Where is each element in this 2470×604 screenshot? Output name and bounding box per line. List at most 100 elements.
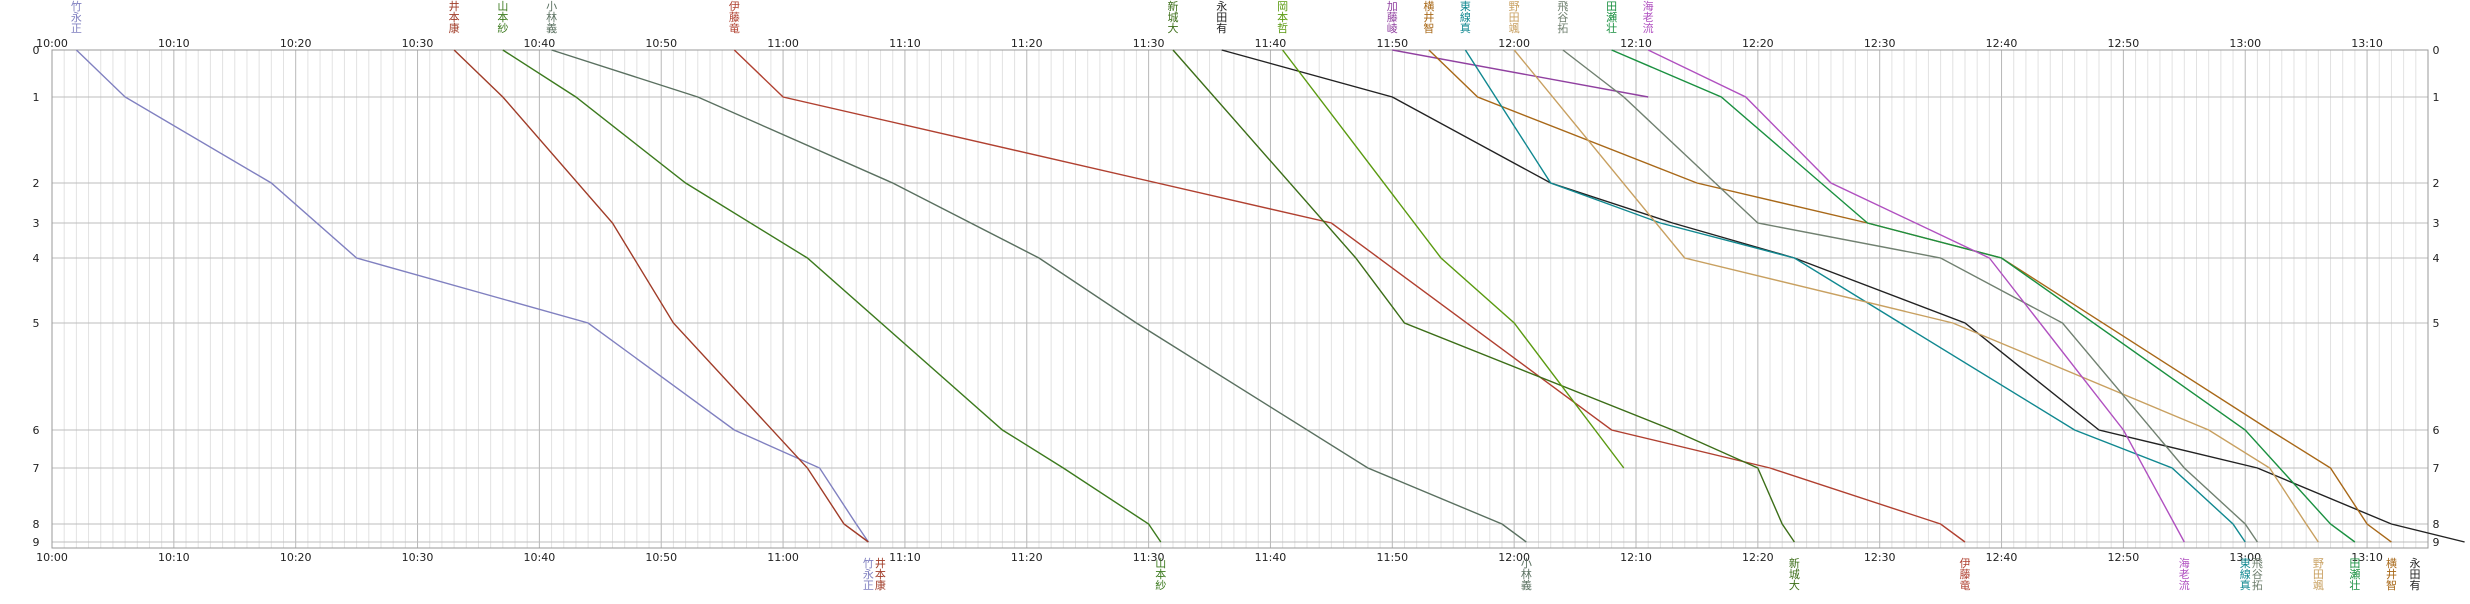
series-line	[1282, 49, 1625, 469]
series-label-bottom-char: 颯	[2313, 579, 2324, 592]
series-label-bottom-char: 田	[2313, 568, 2324, 581]
series-label-bottom-char: 真	[2240, 578, 2251, 592]
axes: 10:00 10:00 10:10 10:10 10:20 10:20 10:30 10:30…	[33, 37, 2440, 564]
series-label-bottom-char: 竜	[1959, 578, 1970, 592]
series-label-bottom-char: 東	[2240, 557, 2251, 570]
series-label-top-char: 真	[1460, 21, 1471, 35]
series-label-top-char: 本	[449, 10, 460, 24]
x-tick-label-bottom: 12:50	[2108, 551, 2140, 564]
series-label-bottom-char: 横	[2386, 556, 2397, 570]
x-tick-label-bottom: 10:10	[158, 551, 190, 564]
x-tick-label-top: 12:50	[2108, 37, 2140, 50]
series-label-top-char: 正	[71, 22, 82, 35]
series-label-bottom-char: 林	[1521, 567, 1532, 581]
series-label-bottom-char: 智	[2386, 578, 2397, 592]
y-tick-label-left: 2	[33, 177, 40, 190]
series-label-top-char: 瀬	[1606, 10, 1617, 24]
series-label-bottom: 横井智	[2386, 556, 2397, 592]
series-label-bottom-char: 康	[875, 578, 886, 592]
series-label-bottom-char: 有	[2410, 578, 2421, 592]
series-label-top-char: 井	[1423, 10, 1434, 24]
series-label-top-char: 林	[546, 10, 557, 24]
series-label-top-char: 田	[1509, 11, 1520, 24]
series-label-top-char: 横	[1423, 0, 1434, 13]
series-label-bottom: 小林義	[1521, 557, 1532, 592]
series-line	[453, 49, 869, 543]
labels-layer: 竹永正井本康山本紗小林義伊藤竜新城大永田有岡本哲加藤崚横井智東線真野田颯飛谷拓田…	[71, 0, 2421, 592]
series-label-top-char: 岡	[1277, 0, 1288, 13]
x-tick-label-top: 10:40	[524, 37, 556, 50]
series-label-bottom-char: 正	[863, 579, 874, 592]
series-label-bottom: 竹永正	[863, 556, 874, 592]
y-tick-label-right: 3	[2433, 217, 2440, 230]
series-label-bottom-char: 線	[2240, 567, 2251, 581]
x-tick-label-top: 12:10	[1620, 37, 1652, 50]
series-label-top-char: 崚	[1387, 22, 1398, 35]
series-label-bottom-char: 紗	[1155, 579, 1166, 592]
series-label-bottom: 東線真	[2240, 557, 2251, 592]
x-tick-label-bottom: 11:30	[1133, 551, 1165, 564]
x-tick-label-bottom: 11:50	[1376, 551, 1408, 564]
x-tick-label-top: 11:00	[767, 37, 799, 50]
x-tick-label-top: 12:00	[1498, 37, 1530, 50]
series-label-top: 伊藤竜	[729, 0, 740, 35]
series-label-bottom-char: 山	[1155, 557, 1166, 570]
y-tick-label-left: 3	[33, 217, 40, 230]
series-label-bottom-char: 永	[2410, 556, 2421, 570]
y-tick-label-right: 0	[2433, 44, 2440, 57]
y-tick-label-right: 7	[2433, 462, 2440, 475]
series-label-bottom: 永田有	[2410, 556, 2421, 592]
series-label-bottom-char: 伊	[1959, 557, 1970, 570]
minor-grid	[63, 50, 2429, 548]
y-tick-label-right: 5	[2433, 317, 2440, 330]
series-line	[1221, 49, 2465, 543]
series-label-top-char: 藤	[729, 11, 740, 24]
series-label-top-char: 伊	[729, 0, 740, 13]
series-label-top-char: 本	[1277, 10, 1288, 24]
series-label-top: 新城大	[1167, 0, 1178, 35]
series-label-top-char: 拓	[1557, 21, 1568, 35]
series-label-top-char: 有	[1216, 21, 1227, 35]
y-tick-label-right: 8	[2433, 518, 2440, 531]
series-line	[1611, 49, 2356, 543]
x-tick-label-top: 10:30	[402, 37, 434, 50]
series-label-top: 岡本哲	[1277, 0, 1288, 35]
y-tick-label-right: 1	[2433, 91, 2440, 104]
series-label-top-char: 永	[71, 10, 82, 24]
x-tick-label-bottom: 11:10	[889, 551, 921, 564]
series-label-bottom-char: 大	[1789, 578, 1800, 592]
series-label-top-char: 義	[546, 21, 557, 35]
x-tick-label-top: 13:10	[2351, 37, 2383, 50]
y-tick-label-left: 0	[33, 44, 40, 57]
x-tick-label-bottom: 13:10	[2351, 551, 2383, 564]
series-label-bottom-char: 井	[2386, 567, 2397, 581]
series-label-top-char: 東	[1460, 0, 1471, 13]
x-tick-label-bottom: 12:00	[1498, 551, 1530, 564]
major-grid	[51, 49, 2428, 548]
series-label-bottom-char: 藤	[1959, 568, 1970, 581]
y-tick-label-left: 1	[33, 91, 40, 104]
series-label-bottom-char: 小	[1521, 557, 1532, 570]
series-label-bottom-char: 谷	[2252, 568, 2263, 581]
series-label-bottom-char: 老	[2179, 568, 2190, 581]
series-label-top: 永田有	[1216, 0, 1227, 35]
series-label-top-char: 田	[1216, 11, 1227, 24]
series-label-top-char: 田	[1606, 0, 1617, 13]
y-tick-label-left: 6	[33, 424, 40, 437]
series-label-top-char: 康	[449, 21, 460, 35]
series-label-bottom-char: 城	[1789, 568, 1800, 581]
series-label-top-char: 智	[1423, 21, 1434, 35]
series-label-bottom-char: 拓	[2252, 578, 2263, 592]
series-label-bottom-char: 飛	[2252, 557, 2263, 570]
series-label-bottom-char: 海	[2179, 556, 2190, 570]
series-label-bottom: 飛谷拓	[2252, 557, 2263, 592]
series-label-top-char: 山	[497, 0, 508, 13]
series-label-top: 横井智	[1423, 0, 1434, 35]
y-tick-label-left: 7	[33, 462, 40, 475]
series-label-top-char: 加	[1387, 0, 1398, 13]
series-layer	[75, 49, 2465, 543]
x-tick-label-bottom: 10:50	[645, 551, 677, 564]
series-label-top: 竹永正	[71, 0, 82, 35]
